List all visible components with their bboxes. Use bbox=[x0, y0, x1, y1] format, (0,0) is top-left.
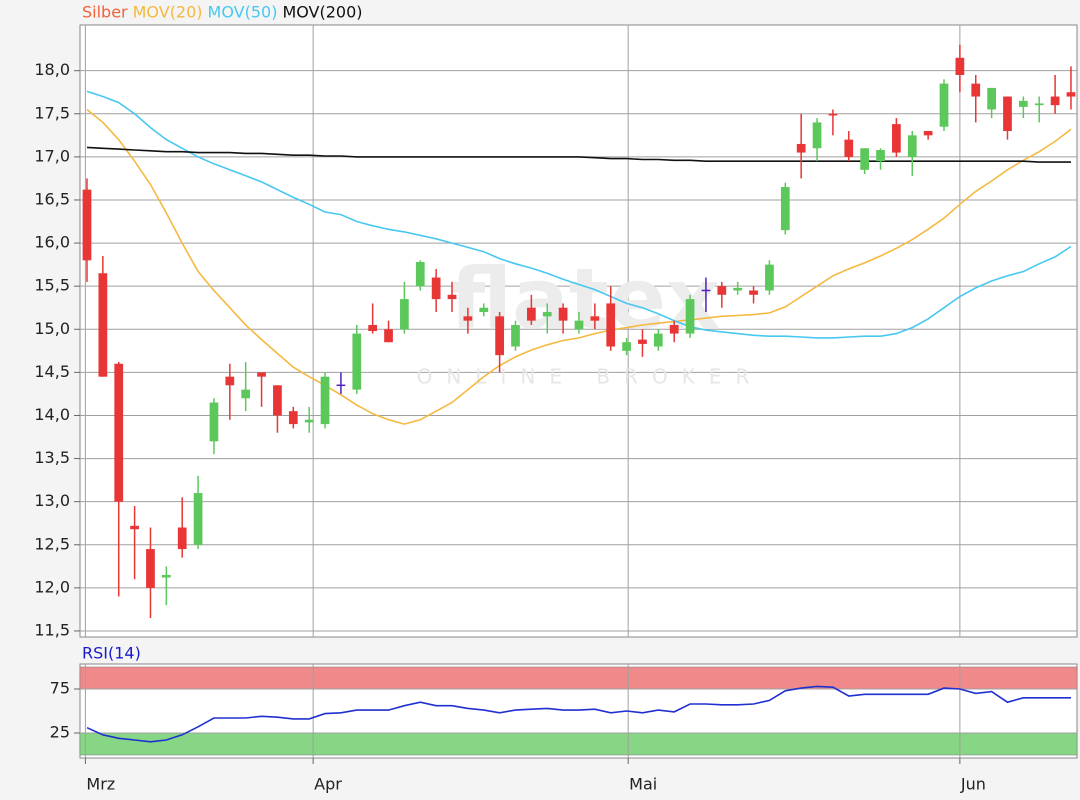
y-tick-label: 13,0 bbox=[34, 491, 70, 510]
candle-body bbox=[622, 342, 631, 351]
candle-body bbox=[161, 574, 171, 578]
y-tick-label: 17,0 bbox=[34, 146, 70, 165]
x-tick-label: Mai bbox=[629, 775, 657, 794]
x-tick-label: Jun bbox=[960, 775, 986, 794]
y-tick-label: 18,0 bbox=[34, 60, 70, 79]
candle-body bbox=[558, 307, 568, 321]
y-tick-label: 12,0 bbox=[34, 577, 70, 596]
candle-body bbox=[749, 290, 758, 295]
candle-body bbox=[1034, 103, 1044, 106]
candle-body bbox=[352, 333, 362, 390]
candle-body bbox=[479, 307, 489, 313]
legend-label: MOV(200) bbox=[282, 3, 362, 22]
candle-body bbox=[685, 299, 695, 334]
band bbox=[79, 666, 1078, 690]
candle-body bbox=[717, 286, 727, 295]
candle-body bbox=[400, 299, 409, 330]
series-line bbox=[86, 146, 1071, 163]
candle-body bbox=[193, 493, 203, 545]
candle-body bbox=[288, 411, 298, 425]
legend-label: Silber bbox=[82, 3, 128, 22]
candle-body bbox=[526, 307, 536, 321]
candle-body bbox=[431, 277, 441, 300]
candle-body bbox=[1018, 100, 1028, 107]
y-tick-label: 13,5 bbox=[34, 448, 70, 467]
candle-body bbox=[574, 320, 584, 330]
y-tick-label: 11,5 bbox=[34, 620, 70, 639]
y-tick-label: 16,5 bbox=[34, 189, 70, 208]
y-tick-label: 75 bbox=[50, 678, 70, 697]
y-tick-label: 15,0 bbox=[34, 319, 70, 338]
candle-body bbox=[114, 363, 124, 502]
candle-body bbox=[447, 294, 457, 300]
legend-label: MOV(20) bbox=[133, 3, 203, 22]
candle-body bbox=[907, 135, 917, 157]
candle-body bbox=[82, 189, 92, 261]
watermark: flatex bbox=[450, 250, 720, 348]
candle-body bbox=[606, 303, 616, 347]
series-line bbox=[86, 108, 1072, 425]
candle-body bbox=[733, 287, 743, 291]
candle-body bbox=[590, 316, 600, 321]
candle-body bbox=[638, 339, 647, 344]
candle-body bbox=[542, 312, 552, 317]
candle-body bbox=[511, 324, 520, 347]
y-tick-label: 15,5 bbox=[34, 276, 70, 295]
panel-title: RSI(14) bbox=[82, 644, 141, 663]
band bbox=[79, 732, 1078, 756]
candle-body bbox=[304, 419, 314, 423]
candle-body bbox=[939, 83, 949, 127]
price-layer: 11,5 12,0 12,5 13,0 13,5 14,0 14,5 15,0 15,5 16,0… bbox=[34, 25, 1077, 639]
candle-body bbox=[780, 187, 790, 231]
y-tick-label: 14,0 bbox=[34, 405, 70, 424]
series-line bbox=[86, 685, 1071, 743]
candle-body bbox=[415, 262, 425, 287]
x-tick-label: Mrz bbox=[86, 775, 115, 794]
rsi-layer: 25 75 bbox=[50, 664, 1078, 758]
candle-body bbox=[971, 83, 981, 97]
candle-body bbox=[828, 113, 838, 116]
candle-body bbox=[1050, 96, 1060, 106]
candle-body bbox=[653, 333, 663, 347]
y-tick-label: 16,0 bbox=[34, 233, 70, 252]
candle-body bbox=[1066, 92, 1076, 97]
candle-body bbox=[98, 273, 108, 377]
candle-body bbox=[241, 389, 251, 399]
y-tick-label: 12,5 bbox=[34, 534, 70, 553]
watermark-sub: ONLINE BROKER bbox=[417, 365, 764, 389]
legend-label: MOV(50) bbox=[208, 3, 278, 22]
candle-body bbox=[257, 372, 266, 377]
candle-body bbox=[320, 376, 330, 425]
candle-body bbox=[923, 131, 933, 136]
candle-body bbox=[177, 527, 187, 550]
candle-body bbox=[209, 402, 219, 442]
candle-body bbox=[463, 316, 473, 321]
candle-body bbox=[876, 149, 885, 162]
candle-body bbox=[495, 316, 504, 356]
candle-body bbox=[892, 124, 901, 153]
x-tick-label: Apr bbox=[314, 775, 342, 794]
candle-body bbox=[844, 139, 854, 157]
candle-body bbox=[765, 264, 774, 291]
candle-body bbox=[368, 324, 378, 331]
candle-body bbox=[860, 148, 870, 170]
y-tick-label: 17,5 bbox=[34, 103, 70, 122]
y-tick-label: 25 bbox=[50, 723, 70, 742]
y-tick-label: 14,5 bbox=[34, 362, 70, 381]
candle-body bbox=[955, 57, 965, 75]
candle-body bbox=[669, 324, 679, 334]
candle-body bbox=[812, 122, 822, 149]
candle-body bbox=[987, 87, 996, 110]
series-line bbox=[86, 90, 1072, 339]
candle-body bbox=[384, 329, 393, 343]
candle-body bbox=[273, 385, 282, 416]
candle-body bbox=[796, 143, 806, 153]
candle-body bbox=[225, 376, 235, 386]
candle-body bbox=[146, 549, 155, 588]
candle-body bbox=[130, 525, 139, 530]
candle-body bbox=[1003, 96, 1012, 132]
